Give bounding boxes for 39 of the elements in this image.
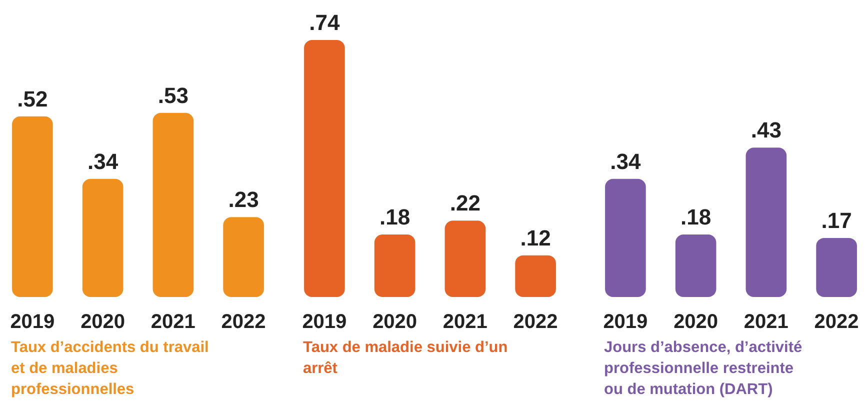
data-label: .17	[821, 208, 852, 233]
text: Jours d’absence, d’activité professionnelle restreinte ou de mutation (DART)	[604, 339, 803, 398]
x-tick-label: 2022	[814, 311, 859, 333]
x-tick-label: 2020	[372, 311, 418, 333]
data-label: .23	[228, 187, 259, 212]
data-label: .22	[450, 190, 480, 216]
bar	[675, 234, 716, 297]
data-label: .12	[520, 225, 551, 250]
data-label: .18	[680, 204, 712, 230]
x-tick-label: 2021	[744, 311, 788, 333]
x-tick-label: 2020	[80, 311, 126, 333]
bar	[374, 234, 416, 297]
text: Taux de maladie suivie d’un arrêt	[303, 339, 508, 377]
x-tick-label: 2021	[150, 311, 196, 333]
x-tick-label: 2019	[10, 311, 55, 333]
bar	[746, 148, 787, 297]
bar	[444, 220, 486, 297]
bar	[515, 255, 556, 297]
data-label: .18	[380, 204, 410, 230]
x-tick-label: 2019	[302, 311, 347, 333]
bar	[605, 178, 646, 297]
x-tick-label: 2020	[674, 311, 718, 333]
x-tick-label: 2019	[603, 311, 648, 333]
data-label: .34	[88, 148, 119, 174]
data-label: .52	[17, 86, 48, 112]
x-tick-label: 2022	[513, 311, 558, 333]
bar	[304, 40, 345, 297]
data-label: .34	[610, 148, 642, 174]
text: Taux d’accidents du travail et de maladies professionnelles	[11, 339, 209, 398]
bar	[223, 217, 264, 297]
bar	[152, 112, 194, 297]
bar	[82, 178, 124, 297]
bar	[816, 238, 857, 297]
x-tick-label: 2021	[442, 311, 488, 333]
x-tick-label: 2022	[221, 311, 266, 333]
bar	[12, 116, 53, 297]
data-label: .53	[158, 82, 188, 108]
data-label: .43	[750, 118, 782, 143]
data-label: .74	[309, 10, 340, 35]
